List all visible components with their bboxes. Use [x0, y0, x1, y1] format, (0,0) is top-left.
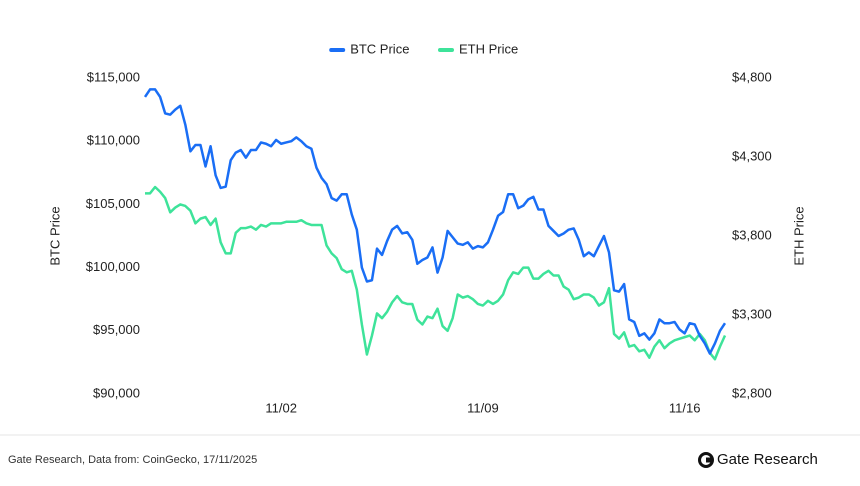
- y2-tick-label: $2,800: [732, 385, 772, 400]
- y2-tick-label: $4,300: [732, 148, 772, 163]
- y2-tick-label: $3,300: [732, 306, 772, 321]
- x-tick-label: 11/09: [467, 400, 499, 415]
- x-tick-label: 11/16: [669, 400, 701, 415]
- legend-item: ETH Price: [438, 41, 518, 56]
- y-tick-label: $100,000: [86, 259, 140, 274]
- y2-tick-label: $3,800: [732, 227, 772, 242]
- legend-label: BTC Price: [350, 41, 409, 56]
- y-tick-label: $115,000: [87, 69, 140, 84]
- logo-icon-bar: [706, 457, 713, 463]
- y-tick-label: $105,000: [86, 196, 140, 211]
- x-tick-label: 11/02: [265, 400, 297, 415]
- y2-tick-label: $4,800: [732, 69, 772, 84]
- brand-name: Gate Research: [717, 451, 818, 468]
- y-axis-title: BTC Price: [47, 206, 62, 265]
- legend-item: BTC Price: [329, 41, 409, 56]
- footer-source: Gate Research, Data from: CoinGecko, 17/…: [8, 454, 257, 466]
- y2-axis-title: ETH Price: [791, 206, 806, 265]
- y-tick-label: $95,000: [93, 322, 140, 337]
- y-tick-label: $90,000: [93, 385, 140, 400]
- legend-label: ETH Price: [459, 41, 518, 56]
- brand-logo: Gate Research: [698, 451, 818, 468]
- series-line: [143, 88, 727, 355]
- y-tick-label: $110,000: [87, 133, 140, 148]
- series-line: [145, 185, 727, 361]
